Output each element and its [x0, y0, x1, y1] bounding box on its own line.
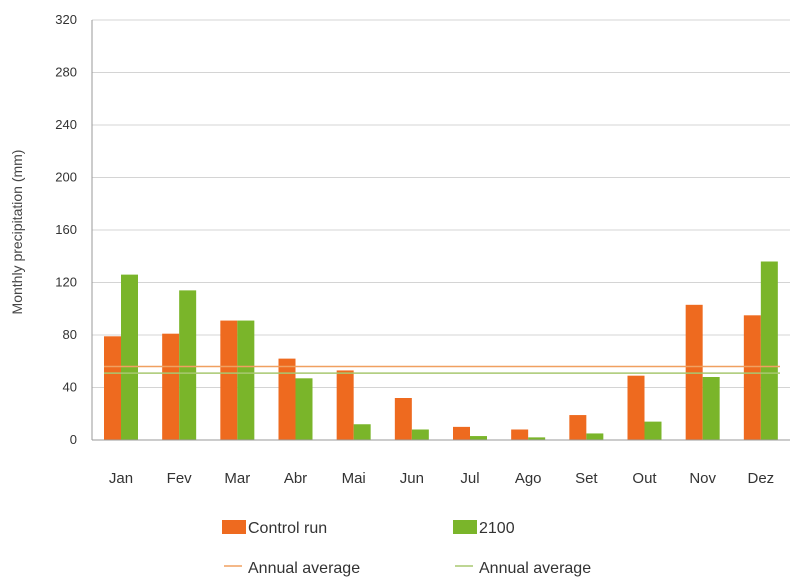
bar-control-run — [220, 320, 238, 440]
bar-year-2100 — [179, 290, 197, 440]
bar-control-run — [162, 333, 180, 440]
bar-control-run — [743, 315, 761, 440]
y-tick-label: 80 — [63, 327, 77, 342]
bar-year-2100 — [237, 320, 255, 440]
x-category-label: Jun — [400, 470, 424, 487]
bar-control-run — [278, 358, 296, 440]
x-category-label: Out — [632, 470, 657, 487]
bar-year-2100 — [411, 429, 429, 440]
x-category-label: Set — [575, 470, 598, 487]
y-axis-ticks: 0 40 80 120 160 200 240 280 320 — [55, 12, 77, 447]
legend-label-year-2100: 2100 — [479, 520, 515, 537]
grid-lines — [92, 19, 790, 388]
bar-control-run — [336, 370, 354, 440]
bar-year-2100 — [121, 274, 138, 440]
bar-year-2100 — [702, 377, 720, 440]
legend: Control run Annual average 2100 Annual aver… — [222, 520, 591, 577]
bar-control-run — [569, 415, 587, 440]
x-category-label: Mai — [342, 470, 366, 487]
legend-average-label-control-run: Annual average — [248, 560, 360, 577]
bar-year-2100 — [353, 424, 371, 440]
x-category-label: Mar — [224, 470, 250, 487]
bar-control-run — [511, 429, 529, 440]
bar-year-2100 — [470, 436, 487, 440]
y-tick-label: 200 — [55, 170, 77, 185]
bar-year-2100 — [644, 421, 662, 440]
x-category-label: Nov — [689, 470, 716, 487]
axes — [91, 20, 790, 441]
x-axis-ticks: Jan Fev Mar Abr Mai Jun Jul Ago Set Out Nov Dez — [109, 470, 774, 487]
bar-control-run — [394, 398, 412, 440]
y-tick-label: 40 — [63, 380, 77, 395]
bars — [104, 261, 778, 440]
bar-control-run — [627, 375, 645, 440]
y-tick-label: 160 — [55, 222, 77, 237]
bar-year-2100 — [528, 437, 546, 440]
y-tick-label: 320 — [55, 12, 77, 27]
x-category-label: Jan — [109, 470, 133, 487]
legend-label-control-run: Control run — [248, 520, 327, 537]
y-tick-label: 240 — [55, 117, 77, 132]
x-category-label: Jul — [460, 470, 479, 487]
y-axis-label: Monthly precipitation (mm) — [9, 150, 25, 315]
average-lines — [104, 365, 780, 374]
legend-average-label-year-2100: Annual average — [479, 560, 591, 577]
x-category-label: Dez — [747, 470, 774, 487]
x-category-label: Abr — [284, 470, 307, 487]
x-category-label: Fev — [167, 470, 193, 487]
y-tick-label: 120 — [55, 275, 77, 290]
y-tick-label: 0 — [70, 432, 77, 447]
bar-year-2100 — [760, 261, 778, 440]
legend-swatch-year-2100 — [453, 520, 477, 534]
bar-control-run — [453, 426, 470, 440]
legend-swatch-control-run — [222, 520, 246, 534]
y-tick-label: 280 — [55, 65, 77, 80]
bar-year-2100 — [295, 378, 313, 440]
x-category-label: Ago — [515, 470, 542, 487]
bar-control-run — [104, 336, 121, 440]
bar-year-2100 — [586, 433, 604, 440]
